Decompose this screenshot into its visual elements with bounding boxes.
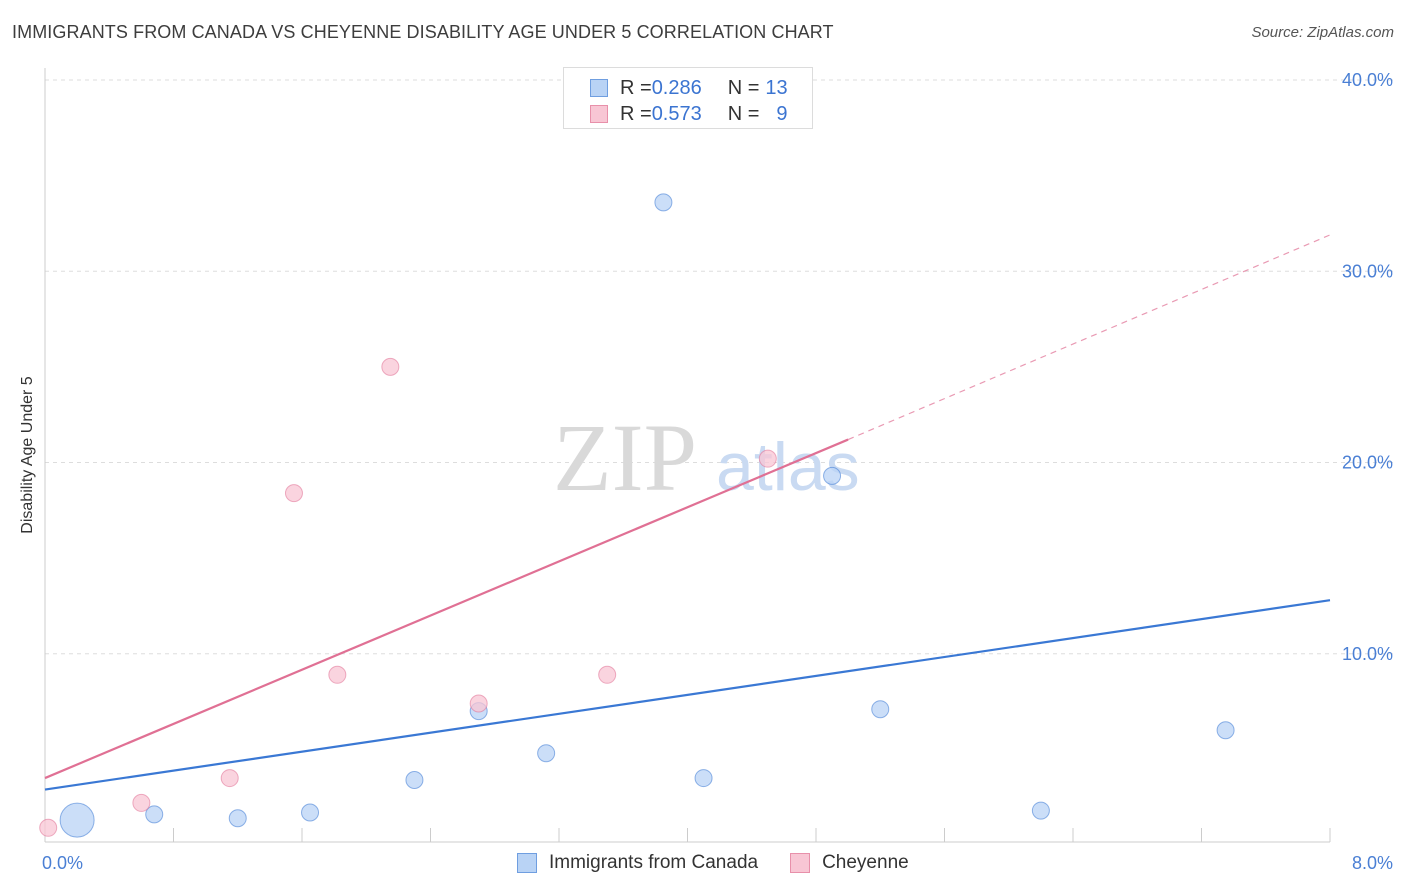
watermark-zip: ZIP: [553, 404, 697, 511]
data-point-canada: [1216, 721, 1235, 740]
axes: [44, 68, 1331, 843]
n-label: N =: [727, 102, 760, 125]
data-points: [39, 193, 1235, 838]
data-point-canada: [871, 700, 890, 719]
chart-title: IMMIGRANTS FROM CANADA VS CHEYENNE DISAB…: [12, 22, 834, 42]
tick-labels: 10.0% 20.0% 30.0% 40.0% 0.0% 8.0%: [42, 70, 1393, 873]
data-point-cheyenne: [220, 769, 239, 788]
data-point-canada: [1031, 801, 1050, 820]
stats-legend: R = 0.286 N = 13 R = 0.573 N = 9: [563, 67, 813, 129]
data-point-cheyenne: [132, 793, 151, 812]
data-point-canada: [145, 805, 164, 824]
data-point-canada: [823, 466, 842, 485]
data-point-cheyenne: [39, 818, 58, 837]
stats-row-canada: R = 0.286 N = 13: [590, 76, 788, 100]
data-point-canada: [405, 770, 424, 789]
y-tick-label: 30.0%: [1342, 261, 1393, 281]
legend-item-canada: Immigrants from Canada: [517, 852, 758, 874]
data-point-cheyenne: [381, 357, 400, 376]
stats-row-cheyenne: R = 0.573 N = 9: [590, 102, 788, 126]
gridlines: [45, 79, 1393, 655]
y-tick-label: 10.0%: [1342, 644, 1393, 664]
trend-line-extension: [847, 234, 1331, 441]
data-point-canada: [537, 744, 556, 763]
trend-line-canada: [44, 599, 1331, 791]
r-label: R =: [620, 102, 652, 125]
data-point-cheyenne: [328, 665, 347, 684]
n-value-cheyenne: 9: [776, 102, 788, 125]
data-point-canada: [228, 809, 247, 828]
series-legend: Immigrants from Canada Cheyenne: [517, 852, 941, 874]
legend-item-cheyenne: Cheyenne: [790, 852, 909, 874]
legend-swatch-canada: [590, 79, 608, 97]
n-label: N =: [727, 76, 760, 99]
watermark: ZIP atlas: [553, 404, 860, 511]
data-point-cheyenne: [598, 665, 617, 684]
data-point-canada: [694, 769, 713, 788]
legend-swatch-cheyenne: [590, 105, 608, 123]
source-label: Source: ZipAtlas.com: [1251, 24, 1394, 41]
legend-swatch-cheyenne: [790, 853, 811, 873]
data-point-canada: [59, 802, 95, 838]
y-tick-label: 40.0%: [1342, 70, 1393, 90]
x-tick-label: 8.0%: [1352, 853, 1393, 873]
trend-line-cheyenne: [44, 438, 849, 780]
y-tick-label: 20.0%: [1342, 453, 1393, 473]
data-point-canada: [301, 803, 320, 822]
legend-swatch-canada: [517, 853, 537, 873]
data-point-cheyenne: [469, 694, 488, 713]
r-value-cheyenne: 0.573: [651, 102, 702, 125]
r-label: R =: [620, 76, 652, 99]
data-point-canada: [654, 193, 673, 212]
r-value-canada: 0.286: [651, 76, 702, 99]
legend-label-canada: Immigrants from Canada: [549, 852, 759, 873]
legend-label-cheyenne: Cheyenne: [822, 852, 909, 873]
data-point-cheyenne: [758, 449, 777, 468]
data-point-cheyenne: [284, 484, 303, 503]
watermark-atlas: atlas: [716, 429, 860, 505]
trend-lines: [44, 234, 1331, 791]
n-value-canada: 13: [765, 76, 788, 99]
x-tick-label: 0.0%: [42, 853, 83, 873]
